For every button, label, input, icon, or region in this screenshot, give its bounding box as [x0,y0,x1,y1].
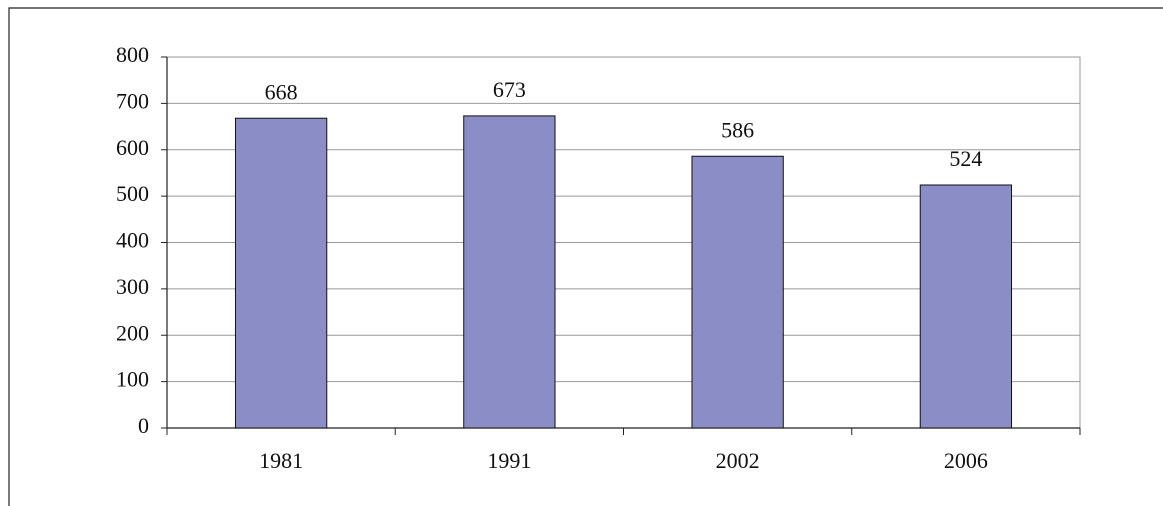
data-label: 668 [265,79,298,104]
y-tick-label: 0 [138,413,149,438]
y-tick-label: 200 [116,320,149,345]
y-tick-label: 400 [116,228,149,253]
data-label: 586 [721,117,754,142]
data-label: 673 [493,77,526,102]
y-tick-label: 100 [116,367,149,392]
y-tick-label: 700 [116,88,149,113]
chart-frame [8,7,1163,506]
x-tick-label: 1981 [259,448,303,473]
x-tick-label: 2002 [716,448,760,473]
y-tick-label: 800 [116,42,149,67]
bar [234,117,328,429]
x-tick-label: 2006 [944,448,988,473]
y-tick-label: 600 [116,135,149,160]
y-tick-label: 500 [116,181,149,206]
bar [463,115,556,429]
bar [691,155,784,429]
data-label: 524 [949,146,982,171]
bar [919,184,1013,429]
x-tick-label: 1991 [487,448,531,473]
y-tick-label: 300 [116,274,149,299]
